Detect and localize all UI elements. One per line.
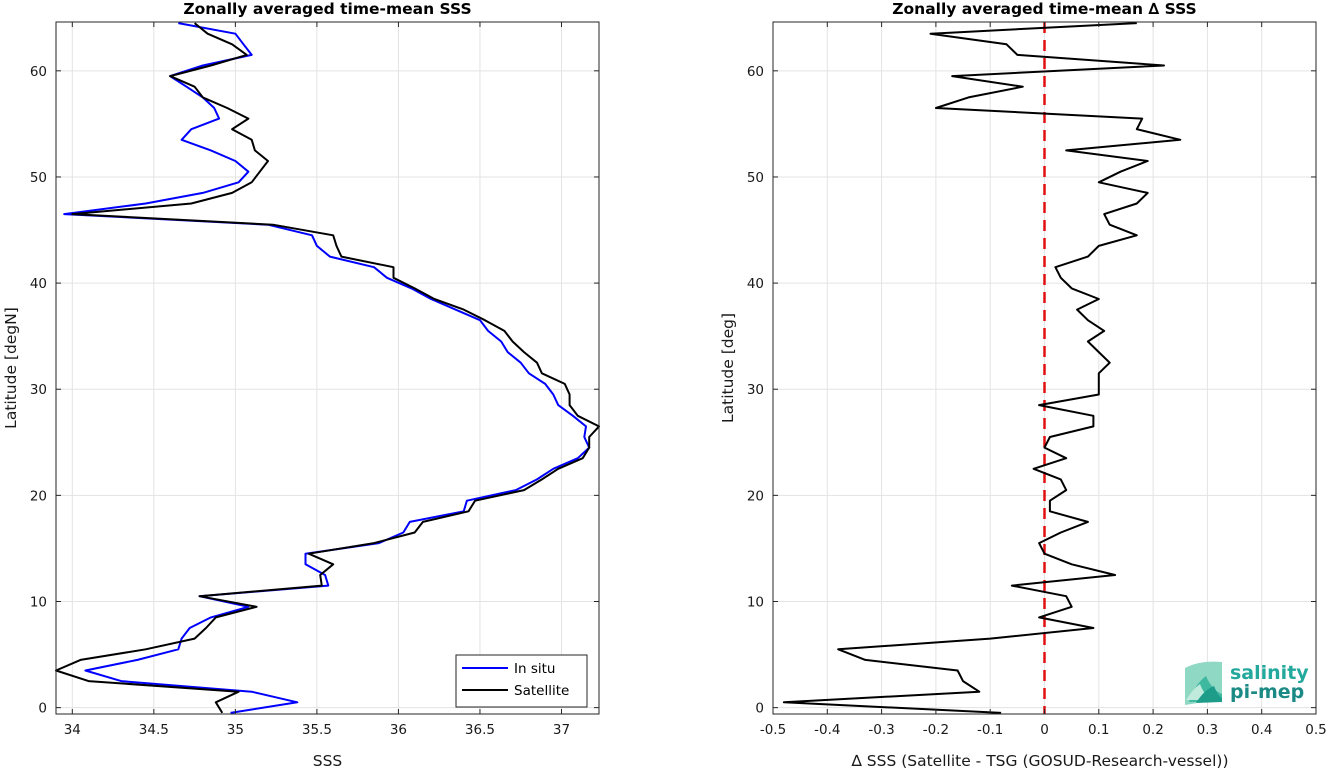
sss-axes-box [55,21,600,715]
delta-y-tick-label: 20 [747,488,764,504]
delta-y-tick-label: 60 [747,64,764,80]
delta-y-tick-label: 30 [747,382,764,398]
delta-y-tick-label: 0 [755,701,764,717]
delta-x-tick-label: -0.5 [760,722,786,738]
sss-y-tick-label: 30 [30,382,47,398]
logo-line1: salinity [1230,662,1309,684]
sss-panel: 34 34.5 35 35.5 36 36.5 37 0 10 20 30 40 50 60 Zonall… [2,0,600,769]
sss-y-axis-label: Latitude [degN] [2,307,20,429]
sss-x-tick-label: 37 [553,722,570,738]
sss-y-tick-label: 10 [30,594,47,610]
sss-x-tick-label: 35 [227,722,244,738]
sss-y-tick-label: 0 [38,701,47,717]
wave-icon [1185,661,1222,705]
delta-x-tick-label: -0.3 [868,722,894,738]
delta-x-tick-label: -0.4 [814,722,840,738]
sss-axes-background [56,22,599,714]
sss-y-tick-label: 60 [30,64,47,80]
sss-x-tick-label: 34 [64,722,81,738]
delta-x-tick-label: 0.1 [1088,722,1109,738]
sss-x-tick-label: 34.5 [139,722,169,738]
sss-chart-title: Zonally averaged time-mean SSS [183,0,471,18]
logo-line2: pi-mep [1230,681,1304,703]
delta-x-tick-label: 0 [1040,722,1049,738]
sss-y-tick-label: 40 [30,276,47,292]
sss-x-tick-label: 36.5 [465,722,495,738]
delta-x-tick-label: 0.5 [1305,722,1326,738]
delta-x-tick-label: 0.2 [1142,722,1163,738]
sss-x-axis-label: SSS [313,752,343,769]
sss-grid [56,22,599,714]
legend-label-in-situ: In situ [514,661,555,677]
delta-series-line-delta [782,22,1182,714]
delta-x-axis-label: ∆ SSS (Satellite - TSG (GOSUD-Research-v… [850,752,1228,769]
delta-ticks: -0.5 -0.4 -0.3 -0.2 -0.1 0 0.1 0.2 0.3 0.4 0.5 0 10 2… [747,22,1327,738]
sss-series-line-satellite [55,22,600,714]
delta-y-tick-label: 40 [747,276,764,292]
delta-y-tick-label: 10 [747,594,764,610]
sss-x-tick-label: 35.5 [302,722,332,738]
sss-x-tick-label: 36 [390,722,407,738]
delta-x-tick-label: 0.4 [1251,722,1272,738]
legend-box [455,654,588,708]
legend: In situ Satellite [455,654,588,708]
delta-y-axis-label: Latitude [deg] [719,313,737,423]
delta-x-tick-label: 0.3 [1197,722,1218,738]
delta-y-tick-label: 50 [747,170,764,186]
sss-y-tick-label: 50 [30,170,47,186]
delta-x-tick-label: -0.1 [977,722,1003,738]
delta-chart-title: Zonally averaged time-mean ∆ SSS [892,0,1196,18]
delta-x-tick-label: -0.2 [923,722,949,738]
delta-sss-panel: -0.5 -0.4 -0.3 -0.2 -0.1 0 0.1 0.2 0.3 0.4 0.5 0 10 2… [719,0,1327,769]
sss-ticks: 34 34.5 35 35.5 36 36.5 37 0 10 20 30 40 50 60 [30,22,599,738]
legend-label-satellite: Satellite [514,683,569,699]
sss-y-tick-label: 20 [30,488,47,504]
sss-series [55,22,600,714]
salinity-pi-mep-logo: salinity pi-mep [1185,661,1309,705]
delta-series [782,22,1182,714]
